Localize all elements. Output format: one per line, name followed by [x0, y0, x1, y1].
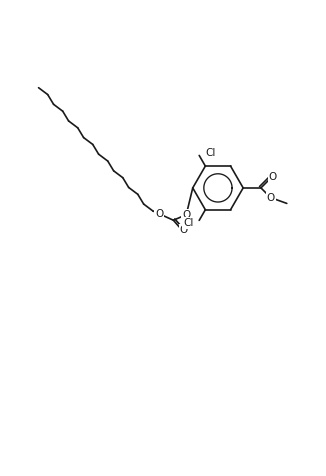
Text: Cl: Cl	[205, 148, 215, 158]
Text: Cl: Cl	[183, 218, 193, 228]
Text: O: O	[155, 209, 163, 219]
Text: O: O	[180, 225, 188, 235]
Text: O: O	[268, 172, 277, 182]
Text: O: O	[267, 193, 275, 203]
Text: O: O	[182, 210, 190, 220]
